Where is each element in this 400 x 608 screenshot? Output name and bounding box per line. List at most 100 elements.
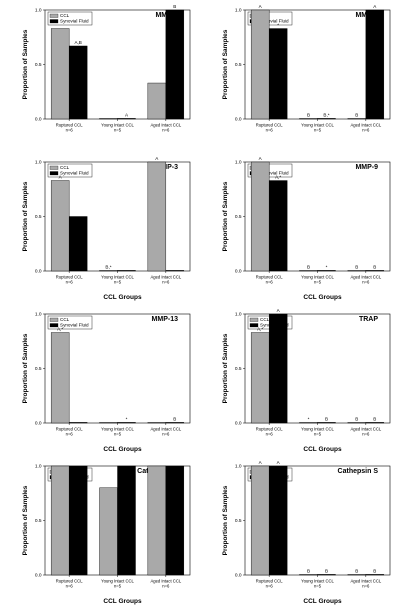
legend-swatch: [49, 165, 59, 170]
bar: [317, 118, 336, 120]
legend-label: Synovial Fluid: [260, 171, 289, 176]
chart-panel: 0.0 0.5 1.0 MMP-13 Proportion of Samples CCL …: [0, 304, 200, 456]
y-tick-label: 0.0: [235, 117, 242, 123]
y-tick-label: 0.0: [235, 421, 242, 427]
chart-title: Cathepsin S: [338, 468, 379, 475]
chart-svg: 0.0 0.5 1.0 MMP-13 Proportion of Samples CCL …: [22, 312, 191, 453]
legend-swatch: [249, 317, 259, 322]
bar: [165, 465, 185, 576]
x-tick-n-label: n=5: [114, 584, 122, 589]
x-tick-label: Young Intact CCL: [101, 427, 134, 432]
bar-label: B: [325, 416, 328, 421]
bar: [347, 118, 367, 120]
bar-label: A,*: [57, 327, 63, 332]
x-tick-n-label: n=5: [114, 280, 122, 285]
x-tick-n-label: n=6: [162, 280, 170, 285]
bar-label: A: [277, 460, 281, 465]
x-tick-n-label: n=6: [162, 128, 170, 133]
x-tick-label: Aged Intact CCL: [350, 427, 381, 432]
y-tick-label: 1.0: [35, 160, 42, 166]
legend-label: Synovial Fluid: [260, 19, 289, 24]
bar: [99, 270, 118, 272]
x-tick-label: Ruptured CCL: [256, 123, 283, 128]
y-axis-label: Proportion of Samples: [222, 181, 229, 251]
y-tick-label: 0.0: [235, 573, 242, 579]
chart-panel: 0.0 0.5 1.0 MMP-3 Proportion of Samples CCL G…: [0, 152, 200, 304]
y-tick-label: 0.5: [35, 518, 42, 524]
x-tick-label: Aged Intact CCL: [150, 275, 181, 280]
bar-label: B: [355, 416, 358, 421]
bar: [165, 270, 185, 272]
x-axis-label: CCL Groups: [303, 294, 342, 301]
y-tick-label: 1.0: [35, 464, 42, 470]
bar-label: A,B: [74, 40, 81, 45]
y-tick-label: 0.5: [235, 62, 242, 68]
legend-swatch: [49, 317, 59, 322]
x-tick-n-label: n=5: [314, 432, 322, 437]
legend-label: CCL: [60, 165, 70, 170]
bar-label: *: [277, 23, 279, 28]
y-tick-label: 1.0: [235, 464, 242, 470]
x-tick-n-label: n=6: [362, 584, 370, 589]
x-tick-n-label: n=6: [66, 280, 74, 285]
x-tick-n-label: n=6: [362, 280, 370, 285]
x-tick-n-label: n=5: [314, 584, 322, 589]
bar: [365, 9, 385, 120]
x-tick-label: Aged Intact CCL: [350, 275, 381, 280]
x-axis-label: CCL Groups: [103, 598, 142, 605]
bar: [365, 422, 385, 424]
y-tick-label: 0.0: [35, 573, 42, 579]
x-axis-label: CCL Groups: [303, 446, 342, 453]
x-tick-label: Young Intact CCL: [301, 427, 334, 432]
bar-label: A,*: [275, 175, 281, 180]
legend-swatch: [249, 323, 259, 328]
bar-label: B: [355, 112, 358, 117]
y-axis-label: Proportion of Samples: [222, 333, 229, 403]
chart-svg: 0.0 0.5 1.0 Cathepsin S Proportion of Sample…: [222, 460, 391, 605]
y-tick-label: 1.0: [35, 8, 42, 14]
bar-label: B,*: [105, 264, 111, 269]
x-tick-label: Ruptured CCL: [56, 123, 83, 128]
bar-label: *: [326, 264, 328, 269]
chart-svg: 0.0 0.5 1.0 MMP-9 Proportion of Samples CCL G…: [222, 156, 391, 301]
y-axis-label: Proportion of Samples: [22, 181, 29, 251]
x-tick-label: Young Intact CCL: [301, 579, 334, 584]
y-axis-label: Proportion of Samples: [222, 29, 229, 99]
bar-label: B: [355, 264, 358, 269]
bar: [347, 574, 367, 576]
bar: [117, 270, 136, 272]
bar: [165, 9, 185, 120]
x-tick-n-label: n=6: [266, 432, 274, 437]
chart-title: MMP-9: [355, 164, 378, 171]
x-tick-n-label: n=5: [114, 432, 122, 437]
x-axis-label: CCL Groups: [103, 446, 142, 453]
bar: [117, 422, 136, 424]
bar: [268, 465, 288, 576]
x-tick-label: Ruptured CCL: [256, 427, 283, 432]
legend-box: [47, 163, 93, 178]
x-axis-label: CCL Groups: [303, 598, 342, 605]
legend-box: [47, 11, 93, 26]
x-axis-label: CCL Groups: [103, 294, 142, 301]
y-tick-label: 1.0: [235, 312, 242, 318]
x-tick-n-label: n=6: [362, 128, 370, 133]
bar: [299, 118, 318, 120]
bar-label: B,*: [323, 112, 329, 117]
y-tick-label: 0.0: [235, 269, 242, 275]
chart-panel: 0.0 0.5 1.0 TRAP Proportion of Samples CCL Gr…: [200, 304, 400, 456]
bar: [68, 216, 88, 272]
x-tick-n-label: n=6: [162, 432, 170, 437]
bar: [268, 28, 288, 120]
bar-label: A: [259, 156, 263, 161]
x-tick-label: Ruptured CCL: [256, 275, 283, 280]
legend-label: CCL: [60, 317, 70, 322]
chart-svg: 0.0 0.5 1.0 MMP-3 Proportion of Samples CCL G…: [22, 156, 191, 301]
x-tick-label: Aged Intact CCL: [150, 427, 181, 432]
bar: [50, 332, 70, 424]
bar: [147, 422, 167, 424]
y-tick-label: 0.5: [35, 366, 42, 372]
y-axis-label: Proportion of Samples: [22, 485, 29, 555]
